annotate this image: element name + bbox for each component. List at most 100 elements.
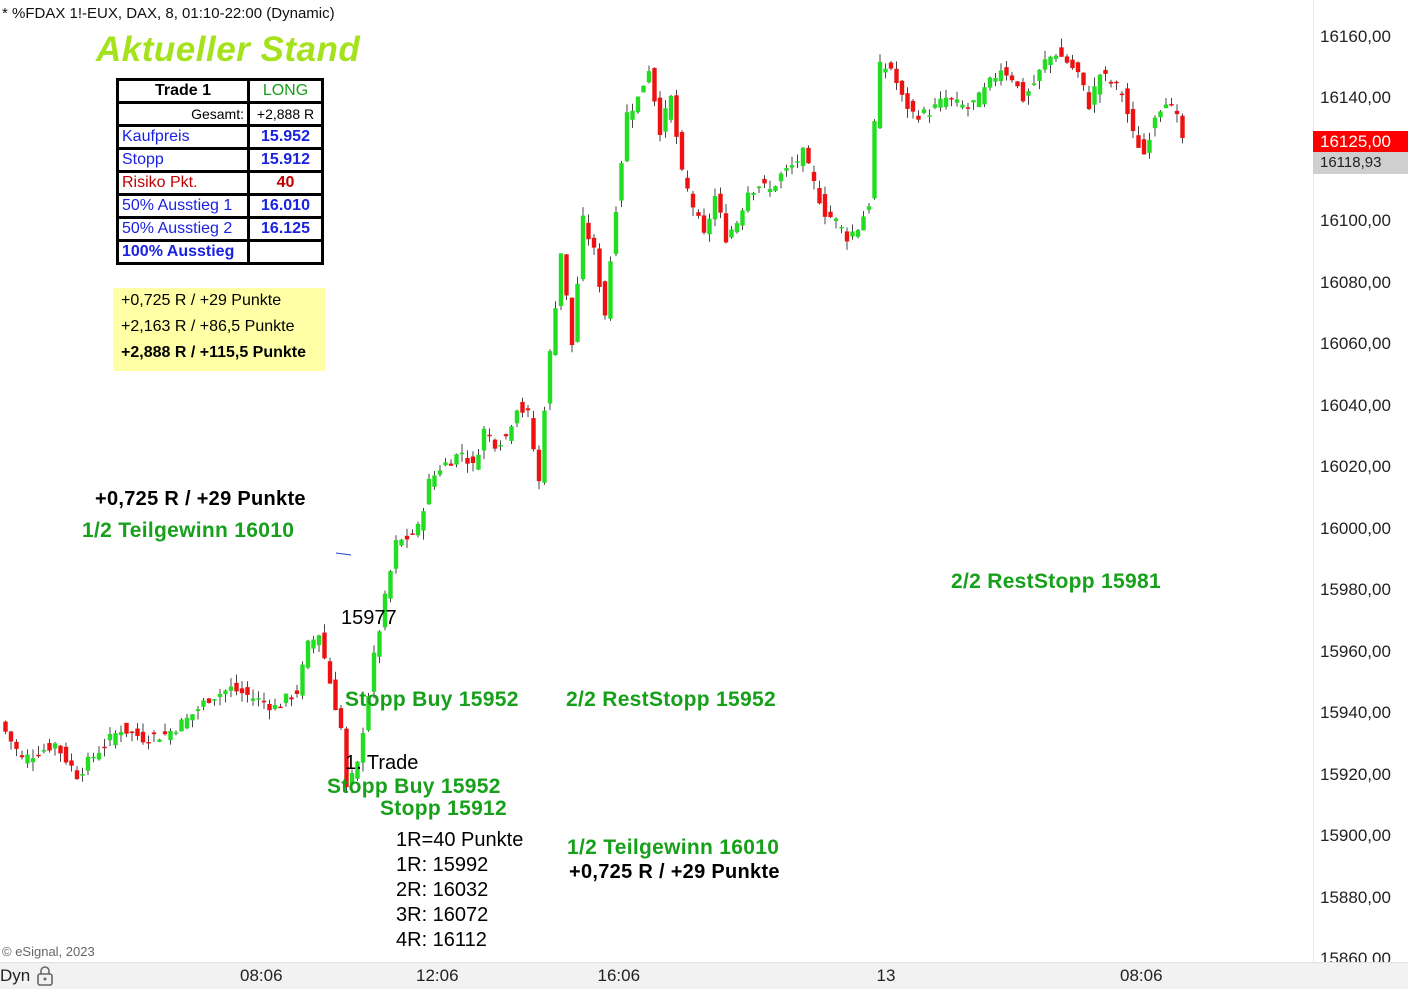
candle-up — [250, 698, 256, 701]
candle-down — [1075, 62, 1081, 73]
candle-up — [668, 95, 674, 120]
candle-up — [432, 475, 437, 487]
last-price-tag: 16125,00 — [1313, 131, 1408, 152]
candle-down — [965, 107, 971, 109]
candle-up — [168, 730, 173, 741]
total-label: Gesamt: — [116, 101, 250, 127]
annotation-r-4: 3R: 16072 — [396, 904, 489, 926]
exit2-value: 16.125 — [247, 216, 324, 242]
candle-up — [399, 539, 404, 546]
candle-up — [932, 104, 938, 108]
candle-up — [91, 756, 96, 759]
candle-down — [140, 731, 146, 743]
candle-up — [157, 739, 162, 742]
total-value: +2,888 R — [247, 101, 324, 127]
candle-up — [624, 112, 630, 162]
candle-down — [899, 80, 905, 95]
trade-direction: LONG — [247, 78, 324, 104]
candle-up — [542, 410, 547, 483]
candle-down — [910, 100, 916, 112]
y-tick-label: 16060,00 — [1320, 334, 1391, 354]
candle-down — [718, 193, 723, 213]
candle-down — [36, 754, 41, 757]
candle-up — [778, 173, 784, 182]
candle-up — [921, 109, 927, 113]
candle-down — [723, 213, 729, 243]
candle-up — [509, 426, 514, 441]
candle-down — [762, 178, 767, 184]
candle-down — [1015, 81, 1020, 87]
candle-up — [426, 478, 432, 505]
table-row: Stopp 15.912 — [116, 147, 324, 173]
candle-up — [800, 147, 806, 167]
candle-down — [322, 632, 327, 659]
candle-up — [305, 640, 311, 668]
y-tick-label: 16140,00 — [1320, 88, 1391, 108]
candle-down — [448, 463, 454, 466]
candle-down — [465, 458, 470, 464]
candle-down — [828, 211, 833, 218]
y-tick-label: 16000,00 — [1320, 518, 1391, 538]
candle-up — [756, 186, 762, 189]
candle-down — [1114, 81, 1119, 84]
table-row: 50% Ausstieg 1 16.010 — [116, 193, 324, 219]
y-tick-label: 16020,00 — [1320, 457, 1391, 477]
candle-up — [641, 85, 646, 93]
candle-down — [14, 741, 19, 749]
candle-up — [861, 216, 866, 231]
candle-up — [454, 454, 459, 465]
exit1-label: 50% Ausstieg 1 — [116, 193, 250, 219]
page-title: Aktueller Stand — [96, 30, 361, 69]
candle-up — [1031, 83, 1037, 85]
candle-down — [525, 408, 531, 411]
y-tick-label: 15980,00 — [1320, 580, 1391, 600]
candle-down — [327, 661, 333, 684]
candle-up — [976, 92, 982, 108]
candle-up — [1053, 55, 1059, 59]
candle-down — [63, 746, 69, 763]
x-tick-label: 13 — [876, 966, 896, 985]
candle-up — [987, 77, 993, 88]
candle-up — [729, 229, 734, 238]
candle-down — [1004, 67, 1009, 76]
candle-up — [547, 351, 553, 404]
table-row: Gesamt: +2,888 R — [116, 101, 324, 127]
time-axis[interactable] — [0, 962, 1408, 989]
candle-up — [30, 758, 36, 763]
candle-up — [437, 470, 443, 475]
candle-down — [470, 456, 476, 463]
lock-icon[interactable] — [36, 966, 54, 986]
candle-up — [960, 104, 965, 108]
candle-down — [333, 679, 338, 711]
buy-price-label: Kaufpreis — [116, 124, 250, 150]
candle-down — [492, 439, 498, 449]
dyn-label[interactable]: Dyn — [0, 966, 31, 985]
candle-down — [569, 297, 575, 346]
candle-down — [806, 147, 811, 164]
candle-up — [1158, 111, 1163, 118]
candle-down — [564, 254, 569, 296]
candle-down — [1103, 69, 1108, 74]
candle-up — [52, 743, 58, 749]
candle-down — [817, 188, 822, 204]
candle-up — [707, 218, 712, 235]
trade-table: Trade 1 LONG Gesamt: +2,888 R Kaufpreis … — [116, 78, 324, 265]
annotation-profit-left: +0,725 R / +29 Punkte — [95, 488, 306, 510]
candle-up — [223, 690, 228, 695]
candle-up — [998, 70, 1004, 81]
candle-up — [1092, 86, 1097, 105]
candle-up — [179, 719, 184, 732]
y-tick-label: 16040,00 — [1320, 395, 1391, 415]
candle-up — [553, 308, 558, 356]
candle-up — [371, 652, 377, 692]
annotation-partial-left: 1/2 Teilgewinn 16010 — [82, 519, 295, 542]
x-tick-label: 16:06 — [597, 966, 641, 985]
candle-up — [498, 445, 503, 447]
candle-up — [784, 168, 789, 171]
candle-down — [124, 722, 129, 734]
candle-up — [415, 523, 421, 536]
candle-down — [679, 132, 685, 170]
annotation-r-1: 1R=40 Punkte — [396, 829, 524, 851]
candle-up — [619, 163, 624, 201]
table-row: Kaufpreis 15.952 — [116, 124, 324, 150]
